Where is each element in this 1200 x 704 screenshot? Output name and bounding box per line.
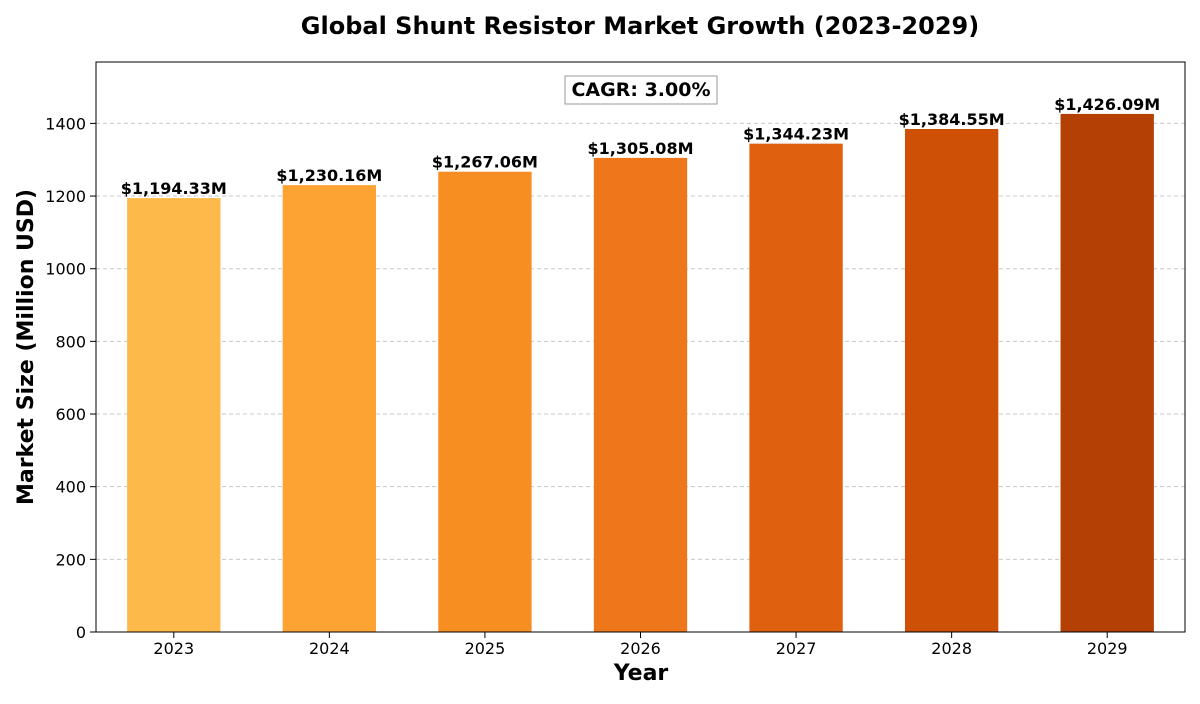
y-tick-label: 0 <box>76 623 86 642</box>
x-tick-label-2028: 2028 <box>931 639 972 658</box>
bar-2024 <box>282 185 377 633</box>
y-tick-label: 400 <box>55 478 86 497</box>
y-tick-label: 1200 <box>45 187 86 206</box>
data-labels: $1,194.33M $1,230.16M $1,267.06M $1,305.08M… <box>121 95 1160 198</box>
y-tick-label: 800 <box>55 332 86 351</box>
x-tick-label-2026: 2026 <box>620 639 661 658</box>
bar-2028 <box>904 129 999 632</box>
chart-title: Global Shunt Resistor Market Growth (202… <box>301 12 979 40</box>
data-label-2024: $1,230.16M <box>276 166 382 185</box>
data-label-2028: $1,384.55M <box>899 110 1005 129</box>
x-tick-label-2024: 2024 <box>309 639 350 658</box>
bar-2023 <box>127 198 221 632</box>
axes: 0 200 400 600 800 1000 1200 1400 2023 2024 2025 202… <box>45 61 1186 658</box>
y-tick-label: 200 <box>55 550 86 569</box>
x-tick-label-2027: 2027 <box>776 639 817 658</box>
x-tick-label-2029: 2029 <box>1087 639 1128 658</box>
data-label-2023: $1,194.33M <box>121 179 227 198</box>
bar-2026 <box>593 157 688 633</box>
y-tick-label: 600 <box>55 405 86 424</box>
data-label-2026: $1,305.08M <box>587 139 693 158</box>
bars <box>127 113 1154 633</box>
data-label-2027: $1,344.23M <box>743 125 849 144</box>
x-tick-label-2025: 2025 <box>465 639 506 658</box>
plot-frame <box>95 61 1186 633</box>
x-tick-label-2023: 2023 <box>153 639 194 658</box>
data-label-2025: $1,267.06M <box>432 153 538 172</box>
x-axis-title: Year <box>613 661 669 686</box>
bar-2027 <box>749 143 843 632</box>
y-tick-label: 1400 <box>45 114 86 133</box>
bar-2025 <box>438 171 532 632</box>
cagr-annotation: CAGR: 3.00% <box>564 75 718 105</box>
y-axis-title: Market Size (Million USD) <box>14 189 39 505</box>
bar-2029 <box>1060 113 1154 632</box>
cagr-annotation-box <box>564 75 718 105</box>
y-tick-label: 1000 <box>45 260 86 279</box>
data-label-2029: $1,426.09M <box>1054 95 1160 114</box>
cagr-annotation-text: CAGR: 3.00% <box>571 79 710 101</box>
